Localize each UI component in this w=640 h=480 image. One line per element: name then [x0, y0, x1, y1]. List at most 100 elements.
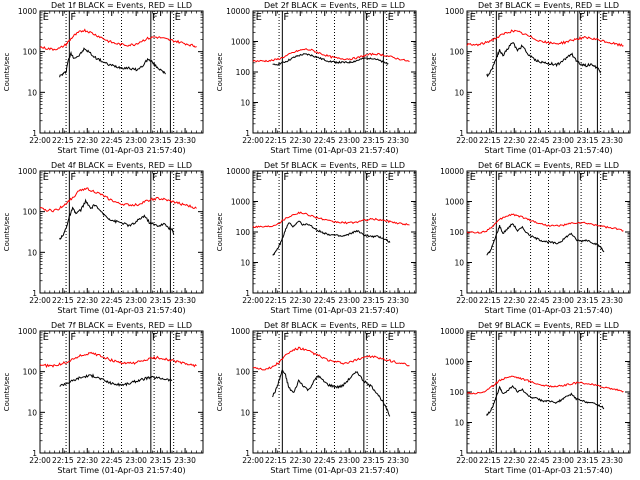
- chart-title: Det 4f BLACK = Events, RED = LLD: [51, 161, 192, 170]
- panel-det-8: Det 8f BLACK = Events, RED = LLD Counts/s…: [216, 321, 417, 475]
- series-events-line: [486, 384, 605, 416]
- x-tick-label: 22:15: [479, 296, 501, 305]
- x-tick-label: 22:45: [101, 456, 123, 465]
- y-tick-label: 100: [23, 48, 38, 57]
- interval-marker: E: [256, 332, 262, 343]
- interval-marker: F: [70, 12, 76, 23]
- y-tick-label: 1000: [445, 198, 464, 207]
- y-tick-label: 1: [245, 289, 250, 298]
- y-tick-label: 10: [27, 88, 37, 97]
- y-tick-label: 1000: [231, 198, 250, 207]
- y-tick-label: 1000: [445, 358, 464, 367]
- x-axis-label: Start Time (01-Apr-03 21:57:40): [270, 466, 398, 475]
- x-axis-label: Start Time (01-Apr-03 21:57:40): [270, 146, 398, 155]
- y-axis-label: Counts/sec: [430, 53, 438, 92]
- x-tick-label: 22:45: [101, 296, 123, 305]
- y-tick-label: 100: [23, 208, 38, 217]
- interval-marker: E: [43, 332, 49, 343]
- panel-det-5: Det 5f BLACK = Events, RED = LLD Counts/s…: [216, 161, 417, 315]
- y-tick-label: 1: [245, 129, 250, 138]
- panel-det-9: Det 9f BLACK = Events, RED = LLD Counts/s…: [430, 321, 631, 475]
- interval-marker: F: [497, 12, 503, 23]
- y-tick-label: 1000: [445, 7, 464, 16]
- series-events-line: [59, 198, 175, 241]
- x-tick-label: 22:30: [289, 456, 311, 465]
- series-lld-line: [252, 48, 410, 63]
- x-tick-label: 23:15: [150, 136, 172, 145]
- interval-marker: E: [470, 332, 476, 343]
- y-tick-label: 10000: [440, 327, 464, 336]
- y-axis-label: Counts/sec: [216, 373, 224, 412]
- y-tick-label: 1: [459, 289, 464, 298]
- y-tick-label: 10000: [226, 7, 250, 16]
- x-tick-label: 23:30: [174, 136, 196, 145]
- x-tick-label: 23:15: [577, 136, 599, 145]
- y-tick-label: 1000: [231, 327, 250, 336]
- series-lld-line: [39, 187, 197, 213]
- x-tick-label: 22:45: [528, 456, 550, 465]
- chart-title: Det 8f BLACK = Events, RED = LLD: [264, 321, 405, 330]
- panel-det-6: Det 6f BLACK = Events, RED = LLD Counts/s…: [430, 161, 631, 315]
- x-tick-label: 23:30: [387, 456, 409, 465]
- x-tick-label: 23:15: [577, 296, 599, 305]
- x-tick-label: 23:00: [552, 456, 574, 465]
- interval-marker: E: [602, 12, 608, 23]
- x-tick-label: 23:00: [125, 456, 147, 465]
- interval-marker: F: [365, 332, 371, 343]
- x-tick-label: 23:00: [125, 296, 147, 305]
- x-tick-label: 22:00: [456, 456, 478, 465]
- x-tick-label: 22:15: [479, 136, 501, 145]
- x-tick-label: 23:15: [363, 456, 385, 465]
- x-axis-label: Start Time (01-Apr-03 21:57:40): [57, 466, 185, 475]
- x-tick-label: 22:30: [76, 456, 98, 465]
- y-tick-label: 10000: [226, 167, 250, 176]
- y-tick-label: 100: [236, 228, 251, 237]
- interval-marker: F: [497, 172, 503, 183]
- x-tick-label: 22:15: [265, 296, 287, 305]
- series-lld-line: [466, 29, 624, 47]
- x-tick-label: 22:45: [314, 456, 336, 465]
- y-tick-label: 1: [459, 449, 464, 458]
- x-tick-label: 23:00: [552, 296, 574, 305]
- y-tick-label: 1: [32, 449, 37, 458]
- interval-marker: E: [175, 172, 181, 183]
- x-tick-label: 22:00: [456, 136, 478, 145]
- series-events-line: [486, 223, 605, 256]
- interval-marker: E: [175, 332, 181, 343]
- x-axis-label: Start Time (01-Apr-03 21:57:40): [270, 306, 398, 315]
- chart-title: Det 1f BLACK = Events, RED = LLD: [51, 1, 192, 10]
- y-axis-label: Counts/sec: [3, 53, 11, 92]
- interval-marker: F: [152, 12, 158, 23]
- x-tick-label: 22:30: [76, 296, 98, 305]
- series-lld-line: [252, 346, 410, 371]
- x-tick-label: 23:15: [577, 456, 599, 465]
- interval-marker: E: [388, 172, 394, 183]
- interval-marker: F: [579, 332, 585, 343]
- x-tick-label: 23:00: [338, 136, 360, 145]
- x-tick-label: 22:30: [289, 296, 311, 305]
- x-axis-label: Start Time (01-Apr-03 21:57:40): [57, 146, 185, 155]
- chart-title: Det 5f BLACK = Events, RED = LLD: [264, 161, 405, 170]
- x-tick-label: 23:15: [363, 296, 385, 305]
- y-tick-label: 1: [32, 129, 37, 138]
- x-tick-label: 22:45: [314, 296, 336, 305]
- interval-marker: F: [152, 172, 158, 183]
- interval-marker: E: [470, 172, 476, 183]
- interval-marker: E: [470, 12, 476, 23]
- panel-det-4: Det 4f BLACK = Events, RED = LLD Counts/s…: [3, 161, 204, 315]
- x-tick-label: 22:15: [265, 136, 287, 145]
- interval-marker: F: [283, 12, 289, 23]
- y-tick-label: 10: [240, 408, 250, 417]
- interval-marker: F: [497, 332, 503, 343]
- x-tick-label: 22:00: [29, 296, 51, 305]
- y-tick-label: 100: [450, 388, 465, 397]
- panel-det-1: Det 1f BLACK = Events, RED = LLD Counts/s…: [3, 1, 204, 155]
- interval-marker: E: [175, 12, 181, 23]
- chart-title: Det 9f BLACK = Events, RED = LLD: [478, 321, 619, 330]
- panel-det-2: Det 2f BLACK = Events, RED = LLD Counts/s…: [216, 1, 417, 155]
- series-events-line: [486, 42, 601, 78]
- interval-marker: F: [365, 12, 371, 23]
- series-events-line: [272, 220, 391, 256]
- chart-title: Det 6f BLACK = Events, RED = LLD: [478, 161, 619, 170]
- interval-marker: F: [579, 172, 585, 183]
